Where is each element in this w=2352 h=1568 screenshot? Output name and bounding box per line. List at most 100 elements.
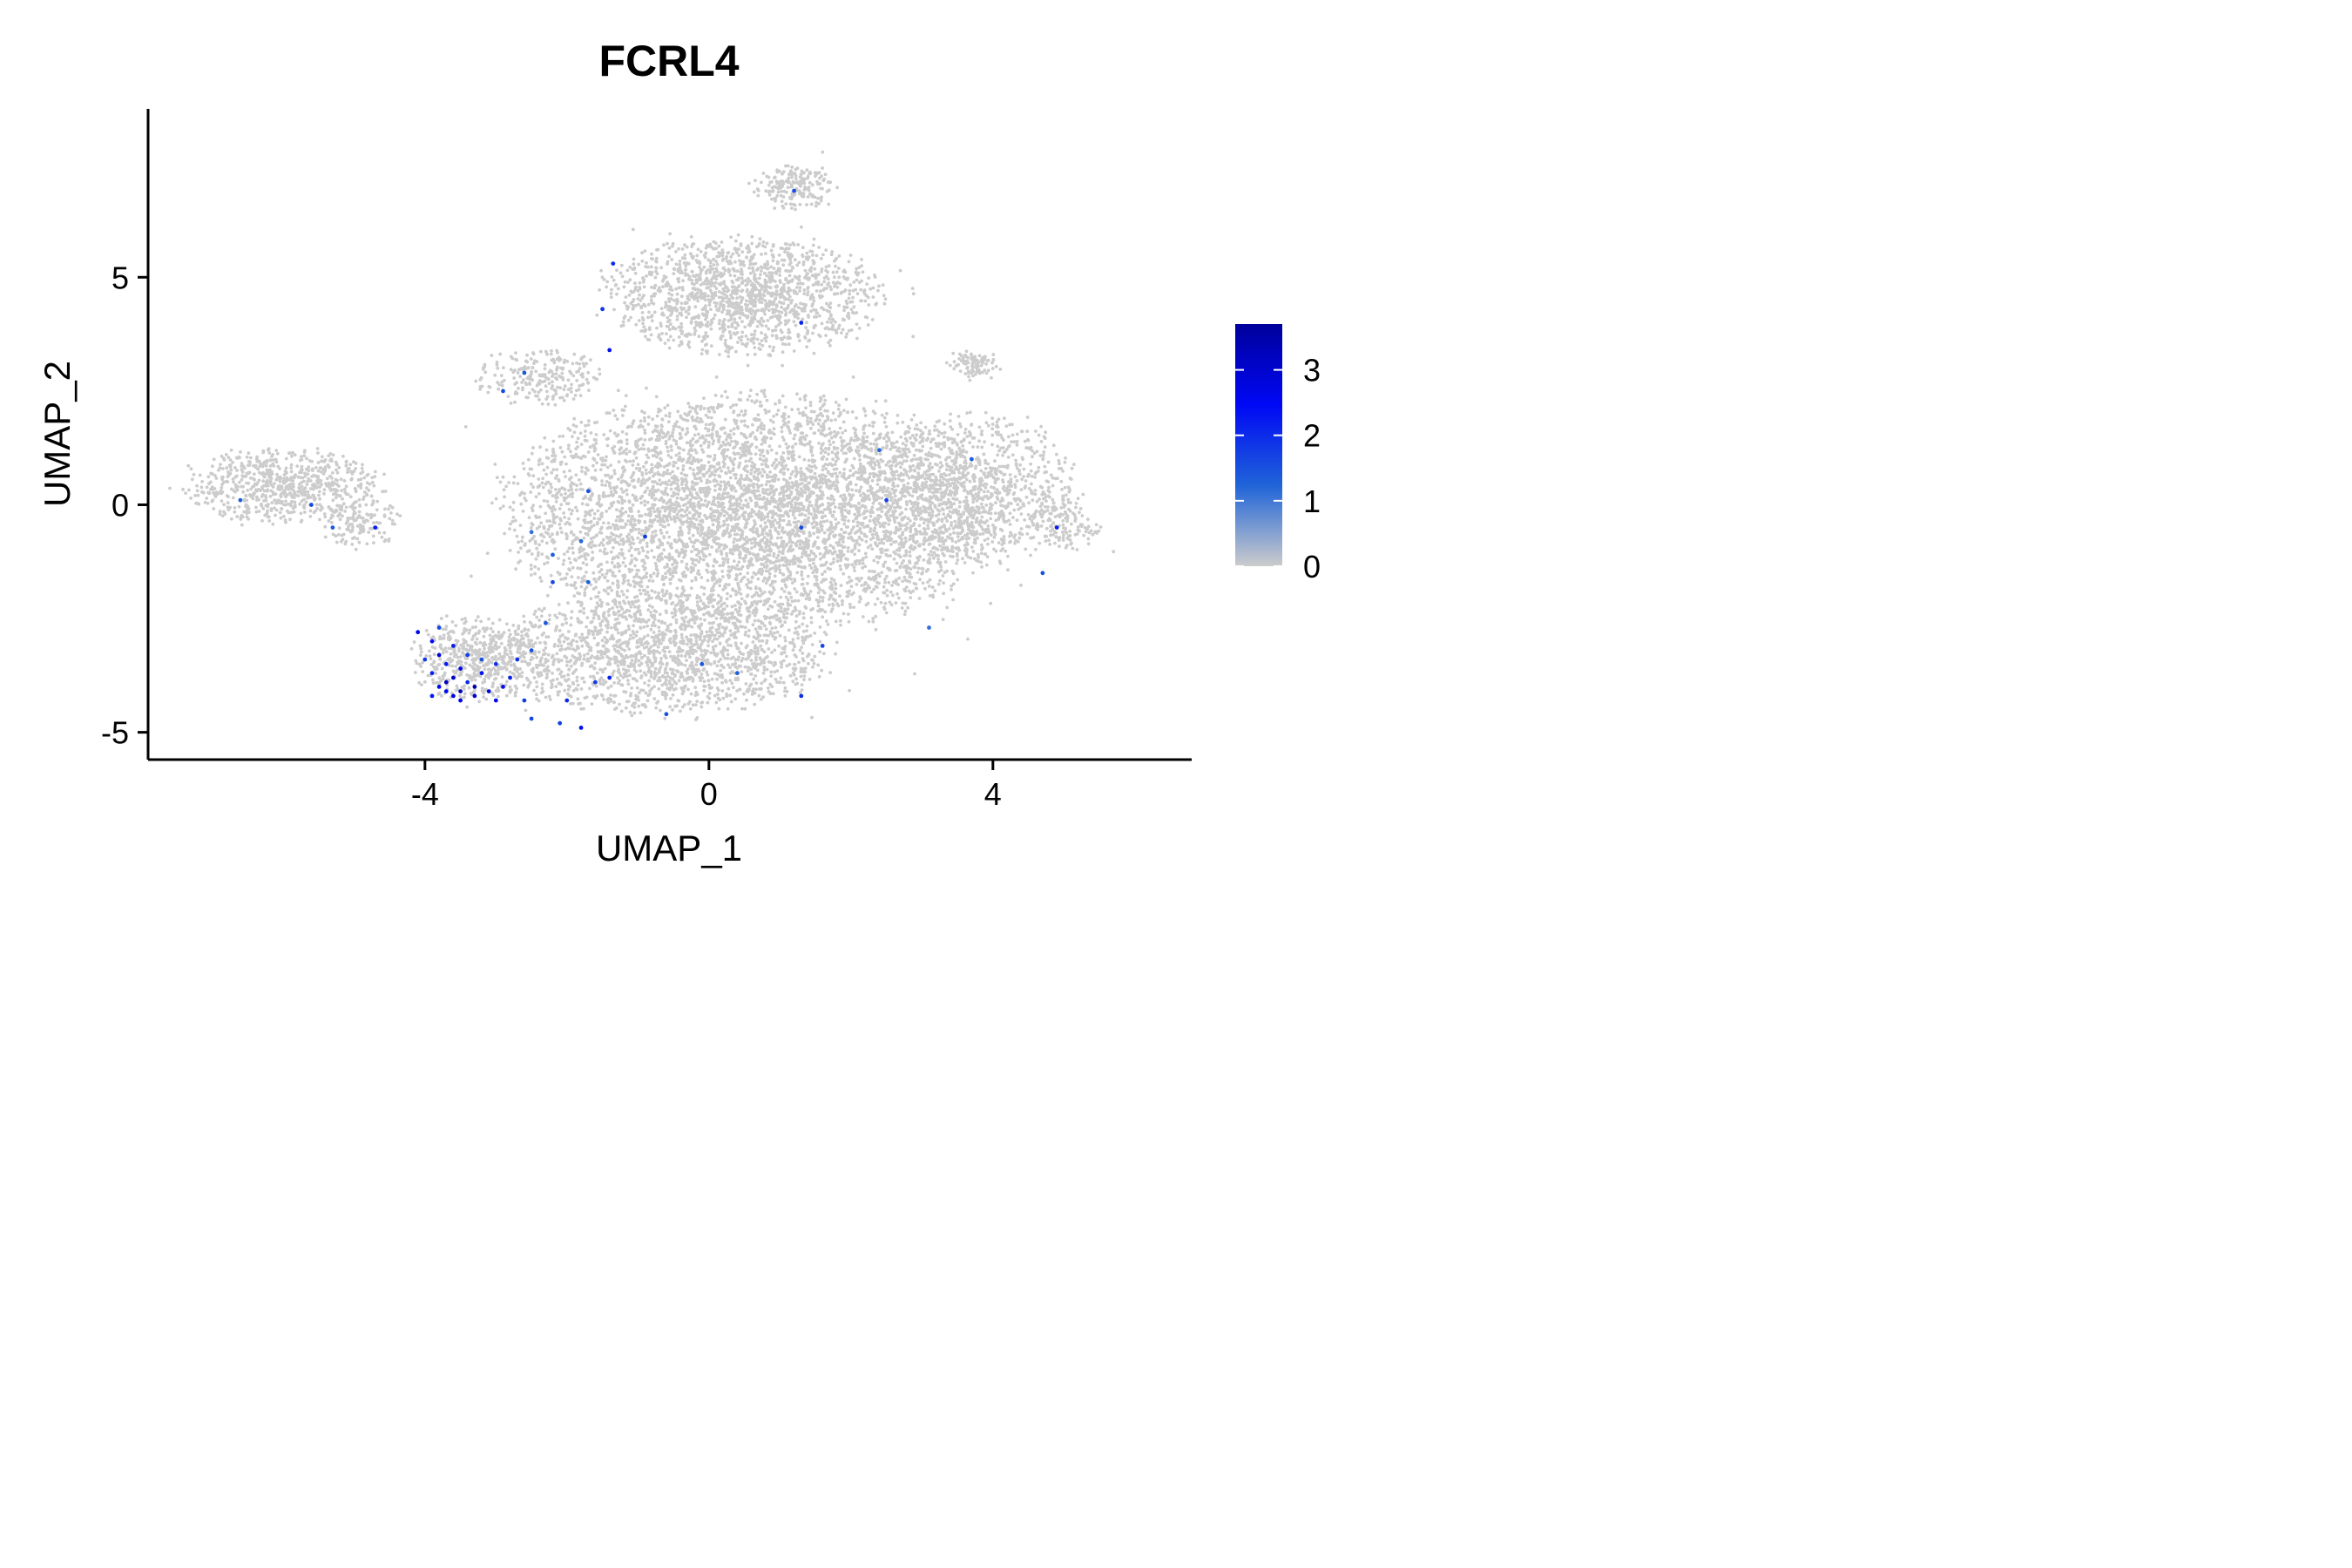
cell-point bbox=[834, 401, 838, 404]
cell-point bbox=[805, 251, 809, 255]
cell-point bbox=[226, 480, 230, 483]
cell-point bbox=[805, 345, 808, 349]
cell-point bbox=[520, 539, 524, 544]
cell-point bbox=[883, 399, 888, 403]
cell-point bbox=[305, 456, 308, 461]
cell-point bbox=[847, 519, 850, 523]
cell-point bbox=[300, 455, 303, 458]
cell-point bbox=[731, 302, 735, 306]
cell-point bbox=[808, 180, 812, 185]
cell-point bbox=[368, 482, 372, 486]
cell-point bbox=[650, 294, 653, 299]
cell-point bbox=[509, 402, 513, 405]
cell-point bbox=[284, 499, 287, 504]
cell-point bbox=[926, 524, 929, 528]
cell-point bbox=[864, 539, 868, 544]
cell-point bbox=[861, 270, 865, 274]
cell-point bbox=[616, 515, 620, 519]
cell-point bbox=[801, 176, 804, 180]
cell-point bbox=[212, 507, 216, 510]
cell-point bbox=[579, 373, 583, 377]
cell-point bbox=[300, 468, 304, 472]
cell-point bbox=[371, 501, 375, 505]
cell-point bbox=[300, 484, 304, 489]
cell-point bbox=[758, 291, 761, 295]
cell-point bbox=[627, 549, 632, 553]
cell-point bbox=[517, 368, 521, 372]
cell-point bbox=[681, 279, 685, 283]
cell-point bbox=[618, 271, 623, 275]
cell-point bbox=[721, 306, 726, 309]
cell-point bbox=[530, 372, 533, 375]
cell-point bbox=[814, 200, 819, 205]
cell-point bbox=[770, 291, 774, 295]
cell-point bbox=[324, 482, 328, 485]
cell-point bbox=[229, 448, 233, 452]
cell-point bbox=[736, 278, 740, 282]
cell-point bbox=[328, 474, 332, 478]
cell-point bbox=[650, 286, 653, 289]
cell-point bbox=[667, 246, 672, 250]
cell-point bbox=[638, 286, 642, 289]
cell-point bbox=[667, 411, 672, 416]
cell-point bbox=[218, 510, 222, 513]
cell-point bbox=[554, 392, 558, 395]
cell-point bbox=[559, 493, 564, 497]
cell-point bbox=[268, 464, 273, 468]
cell-point bbox=[683, 243, 686, 247]
cell-point bbox=[254, 483, 259, 487]
cell-point bbox=[948, 456, 952, 459]
cell-point bbox=[508, 527, 511, 531]
cell-point bbox=[578, 478, 581, 482]
cell-point bbox=[543, 362, 547, 367]
cell-point bbox=[720, 596, 723, 600]
cell-point bbox=[515, 381, 519, 385]
cell-point bbox=[767, 308, 771, 313]
cell-point bbox=[571, 362, 575, 366]
cell-point bbox=[337, 526, 341, 531]
cell-point bbox=[717, 321, 721, 326]
cell-point bbox=[824, 265, 828, 269]
cell-point bbox=[598, 367, 601, 371]
cell-point bbox=[706, 321, 710, 324]
cell-point bbox=[791, 266, 794, 270]
cell-point bbox=[784, 164, 787, 168]
cell-point bbox=[775, 170, 780, 174]
cell-point bbox=[749, 546, 754, 551]
cell-point bbox=[768, 354, 773, 358]
cell-point bbox=[796, 243, 801, 247]
cell-point bbox=[646, 302, 651, 307]
cell-point bbox=[360, 516, 363, 520]
cell-point bbox=[816, 196, 820, 200]
cell-point bbox=[842, 318, 846, 322]
cell-point bbox=[633, 605, 637, 609]
cell-point bbox=[813, 267, 817, 271]
cell-point bbox=[506, 395, 510, 398]
cell-point bbox=[802, 472, 807, 476]
cell-point bbox=[792, 436, 796, 441]
cell-point bbox=[814, 276, 818, 280]
cell-point bbox=[672, 272, 676, 275]
cell-point bbox=[257, 488, 260, 491]
cell-point bbox=[733, 260, 737, 264]
cell-point bbox=[375, 508, 379, 512]
cell-point bbox=[802, 288, 807, 292]
cell-point bbox=[808, 500, 812, 504]
cell-point bbox=[790, 278, 794, 281]
cell-point bbox=[337, 465, 341, 470]
cell-point bbox=[779, 179, 783, 183]
cell-point bbox=[724, 343, 728, 348]
cell-point bbox=[715, 262, 720, 267]
cell-point bbox=[591, 551, 595, 554]
cell-point bbox=[346, 492, 350, 497]
cell-point bbox=[589, 431, 593, 435]
cell-point bbox=[626, 514, 631, 518]
cell-point bbox=[898, 268, 902, 273]
cell-point bbox=[794, 275, 798, 280]
cell-point bbox=[817, 294, 821, 298]
cell-point bbox=[740, 320, 744, 324]
cell-point bbox=[303, 471, 307, 476]
cell-point bbox=[297, 483, 301, 486]
cell-point bbox=[663, 341, 667, 345]
cell-point bbox=[540, 402, 544, 406]
